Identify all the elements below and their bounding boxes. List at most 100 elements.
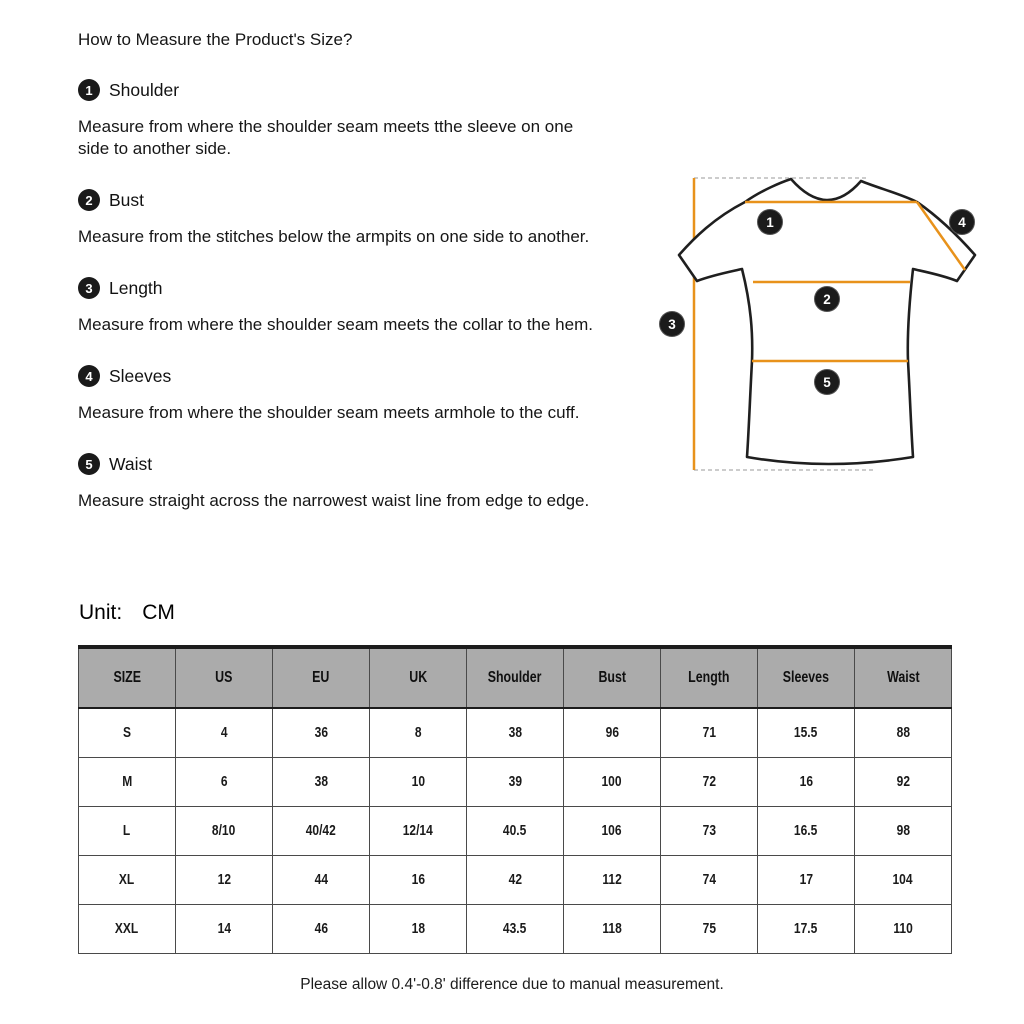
tshirt-outline [677, 177, 977, 466]
size-cell: M [78, 757, 176, 807]
diagram-marker-1: 1 [757, 209, 783, 235]
number-5-badge: 5 [78, 453, 100, 475]
section-sleeves-heading: 4 Sleeves [78, 365, 596, 387]
size-cell: 38 [272, 757, 370, 807]
size-cell: 8/10 [175, 806, 273, 856]
size-cell: L [78, 806, 176, 856]
size-chart-table: SIZE US EU UK Shoulder Bust Length Sleev… [78, 645, 952, 954]
cell-text: 6 [220, 773, 228, 790]
size-cell: 98 [854, 806, 952, 856]
cell-text: 14 [217, 920, 231, 937]
cell-text: 42 [508, 871, 522, 888]
size-cell: XL [78, 855, 176, 905]
cell-text: 15.5 [794, 724, 818, 741]
header-cell-length: Length [660, 645, 758, 709]
size-cell: 8 [369, 707, 467, 758]
cell-text: 110 [893, 920, 913, 937]
size-cell: 12/14 [369, 806, 467, 856]
size-cell: 10 [369, 757, 467, 807]
size-cell: 42 [466, 855, 564, 905]
size-cell: 43.5 [466, 904, 564, 954]
cell-text: 36 [314, 724, 328, 741]
measurement-disclaimer: Please allow 0.4'-0.8' difference due to… [300, 976, 724, 993]
cell-text: UK [409, 669, 427, 686]
size-cell: 4 [175, 707, 273, 758]
cell-text: 96 [605, 724, 619, 741]
cell-text: 8/10 [212, 822, 236, 839]
section-title: Shoulder [109, 79, 180, 100]
cell-text: 43.5 [503, 920, 527, 937]
size-cell: 40/42 [272, 806, 370, 856]
cell-text: L [123, 822, 131, 839]
cell-text: US [215, 669, 233, 686]
section-waist-heading: 5 Waist [78, 453, 596, 475]
size-cell: 106 [563, 806, 661, 856]
measure-line-sleeve [915, 201, 967, 271]
cell-text: 18 [411, 920, 425, 937]
header-cell-us: US [175, 645, 273, 709]
cell-text: 88 [896, 724, 910, 741]
cell-text: XL [119, 871, 135, 888]
size-cell: 17 [757, 855, 855, 905]
cell-text: 104 [892, 871, 914, 888]
cell-text: 16.5 [794, 822, 818, 839]
size-cell: 96 [563, 707, 661, 758]
cell-text: M [122, 773, 132, 790]
section-length-heading: 3 Length [78, 277, 596, 299]
number-4-badge: 4 [78, 365, 100, 387]
tshirt-diagram-svg [677, 177, 977, 471]
size-cell: 75 [660, 904, 758, 954]
table-row-xxl: XXL 14 46 18 43.5 118 75 17.5 110 [78, 904, 952, 954]
cell-text: 92 [896, 773, 910, 790]
size-cell: 46 [272, 904, 370, 954]
diagram-marker-4: 4 [949, 209, 975, 235]
number-1-badge: 1 [78, 79, 100, 101]
cell-text: 10 [411, 773, 425, 790]
cell-text: 38 [314, 773, 328, 790]
cell-text: Shoulder [488, 669, 542, 686]
cell-text: 106 [601, 822, 623, 839]
cell-text: 38 [508, 724, 522, 741]
cell-text: 73 [702, 822, 716, 839]
size-cell: 15.5 [757, 707, 855, 758]
cell-text: 98 [896, 822, 910, 839]
cell-text: 12 [217, 871, 231, 888]
number-3-badge: 3 [78, 277, 100, 299]
size-cell: 112 [563, 855, 661, 905]
cell-text: 17 [799, 871, 813, 888]
header-cell-sleeves: Sleeves [757, 645, 855, 709]
unit-row: Unit: CM [79, 601, 175, 625]
cell-text: 8 [414, 724, 422, 741]
size-cell: 104 [854, 855, 952, 905]
table-row-m: M 6 38 10 39 100 72 16 92 [78, 757, 952, 807]
section-bust-description: Measure from the stitches below the armp… [78, 227, 590, 246]
section-title: Sleeves [109, 365, 172, 386]
cell-text: S [122, 724, 131, 741]
cell-text: 112 [602, 871, 622, 888]
size-cell: 36 [272, 707, 370, 758]
cell-text: 39 [508, 773, 522, 790]
size-cell: 14 [175, 904, 273, 954]
size-cell: S [78, 707, 176, 758]
section-sleeves-description: Measure from where the shoulder seam mee… [78, 403, 580, 422]
cell-text: 72 [702, 773, 716, 790]
cell-text: 75 [702, 920, 716, 937]
cell-text: 4 [220, 724, 228, 741]
size-cell: 16 [757, 757, 855, 807]
unit-label: Unit: [79, 601, 123, 624]
section-bust-heading: 2 Bust [78, 189, 596, 211]
diagram-marker-3: 3 [659, 311, 685, 337]
header-cell-eu: EU [272, 645, 370, 709]
number-2-badge: 2 [78, 189, 100, 211]
section-shoulder-description: Measure from where the shoulder seam mee… [78, 117, 574, 158]
size-cell: XXL [78, 904, 176, 954]
size-cell: 110 [854, 904, 952, 954]
diagram-marker-5: 5 [814, 369, 840, 395]
cell-text: 16 [411, 871, 425, 888]
size-cell: 38 [466, 707, 564, 758]
table-row-xl: XL 12 44 16 42 112 74 17 104 [78, 855, 952, 905]
cell-text: Bust [598, 669, 626, 686]
cell-text: Length [688, 669, 730, 686]
size-cell: 6 [175, 757, 273, 807]
